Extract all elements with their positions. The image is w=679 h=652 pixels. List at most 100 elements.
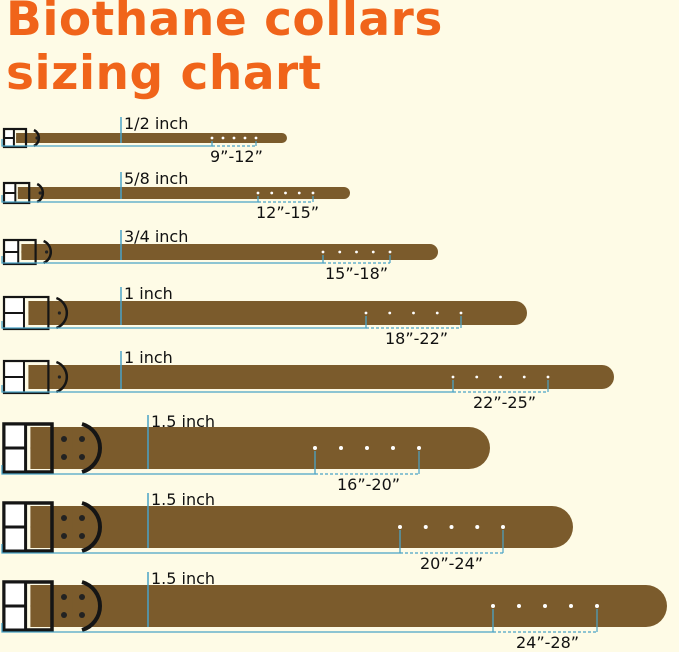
d-ring-icon xyxy=(81,422,102,474)
rivet-icon xyxy=(61,612,67,618)
hole xyxy=(543,604,547,608)
size-label: 24”-28” xyxy=(516,633,579,652)
hole xyxy=(522,375,526,379)
hole xyxy=(243,136,247,140)
length-measure-line xyxy=(1,255,324,264)
width-label: 1 inch xyxy=(124,284,173,303)
chart-title-line-2: sizing chart xyxy=(6,46,322,101)
hole xyxy=(270,191,274,195)
hole xyxy=(297,191,301,195)
rivet-icon xyxy=(61,515,67,521)
hole xyxy=(371,250,375,254)
hole xyxy=(451,375,455,379)
collar-3: 3/4 inch 15”-18” xyxy=(1,227,438,283)
width-label: 1 inch xyxy=(124,348,173,367)
hole xyxy=(569,604,573,608)
hole xyxy=(365,446,369,450)
rivet-icon xyxy=(35,136,39,140)
size-label: 20”-24” xyxy=(420,554,483,573)
length-measure-line xyxy=(1,451,316,475)
size-label: 12”-15” xyxy=(256,203,319,222)
collar-4: 1 inch 18”-22” xyxy=(1,284,527,348)
size-label: 16”-20” xyxy=(337,475,400,494)
collar-strap-base xyxy=(16,133,27,143)
collar-strap xyxy=(28,365,615,389)
d-ring-icon xyxy=(81,501,102,553)
hole xyxy=(311,191,315,195)
width-label: 5/8 inch xyxy=(124,169,188,188)
size-label: 9”-12” xyxy=(210,147,263,166)
rivet-icon xyxy=(79,454,85,460)
length-measure-line xyxy=(1,380,454,393)
collar-strap xyxy=(30,585,667,627)
hole xyxy=(398,525,402,529)
hole xyxy=(417,446,421,450)
rivet-icon xyxy=(61,454,67,460)
width-label: 1.5 inch xyxy=(151,490,215,509)
hole xyxy=(475,375,479,379)
hole xyxy=(435,311,439,315)
collar-strap xyxy=(28,301,527,325)
rivet-icon xyxy=(79,594,85,600)
hole xyxy=(388,250,392,254)
hole xyxy=(423,525,428,529)
length-measure-line xyxy=(1,316,367,329)
hole xyxy=(595,604,599,608)
hole xyxy=(321,250,325,254)
hole xyxy=(256,191,260,195)
hole xyxy=(232,136,236,140)
collar-strap-base xyxy=(17,187,30,199)
hole xyxy=(355,250,358,254)
collar-8: 1.5 inch 24”-28” xyxy=(1,569,667,652)
rivet-icon xyxy=(38,191,42,195)
rivet-icon xyxy=(45,250,49,254)
collar-strap-base xyxy=(28,365,53,389)
hole xyxy=(388,311,392,315)
hole xyxy=(501,525,505,529)
d-ring-icon xyxy=(42,239,53,265)
hole xyxy=(284,191,287,195)
hole xyxy=(254,136,258,140)
d-ring-icon xyxy=(55,360,69,394)
collar-7: 1.5 inch 20”-24” xyxy=(1,490,573,573)
hole xyxy=(499,375,502,379)
length-measure-line xyxy=(1,530,401,554)
hole xyxy=(546,375,550,379)
collar-strap-base xyxy=(21,244,38,260)
collar-strap-base xyxy=(28,301,53,325)
d-ring-icon xyxy=(33,128,41,148)
hole xyxy=(449,525,454,529)
rivet-icon xyxy=(79,515,85,521)
rivet-icon xyxy=(79,436,85,442)
hole xyxy=(475,525,480,529)
rivet-icon xyxy=(61,533,67,539)
rivet-icon xyxy=(61,436,67,442)
width-label: 3/4 inch xyxy=(124,227,188,246)
size-label: 15”-18” xyxy=(325,264,388,283)
hole xyxy=(338,250,342,254)
d-ring-icon xyxy=(81,580,102,632)
collar-strap xyxy=(30,427,491,469)
collar-strap xyxy=(17,187,351,199)
length-measure-line xyxy=(1,139,213,147)
hole xyxy=(391,446,395,450)
hole xyxy=(491,604,495,608)
rivet-icon xyxy=(57,375,62,379)
collar-strap xyxy=(30,506,573,548)
hole xyxy=(412,311,415,315)
collar-2: 5/8 inch 12”-15” xyxy=(1,169,351,222)
rivet-icon xyxy=(79,612,85,618)
d-ring-icon xyxy=(55,296,69,330)
size-label: 18”-22” xyxy=(385,329,448,348)
collar-strap xyxy=(16,133,287,143)
size-label: 22”-25” xyxy=(473,393,536,412)
collar-1: 1/2 inch 9”-12” xyxy=(1,114,287,166)
d-ring-icon xyxy=(36,182,45,204)
hole xyxy=(221,136,225,140)
hole xyxy=(364,311,368,315)
rivet-icon xyxy=(57,311,62,315)
collar-strap xyxy=(21,244,438,260)
hole xyxy=(210,136,214,140)
width-label: 1.5 inch xyxy=(151,569,215,588)
